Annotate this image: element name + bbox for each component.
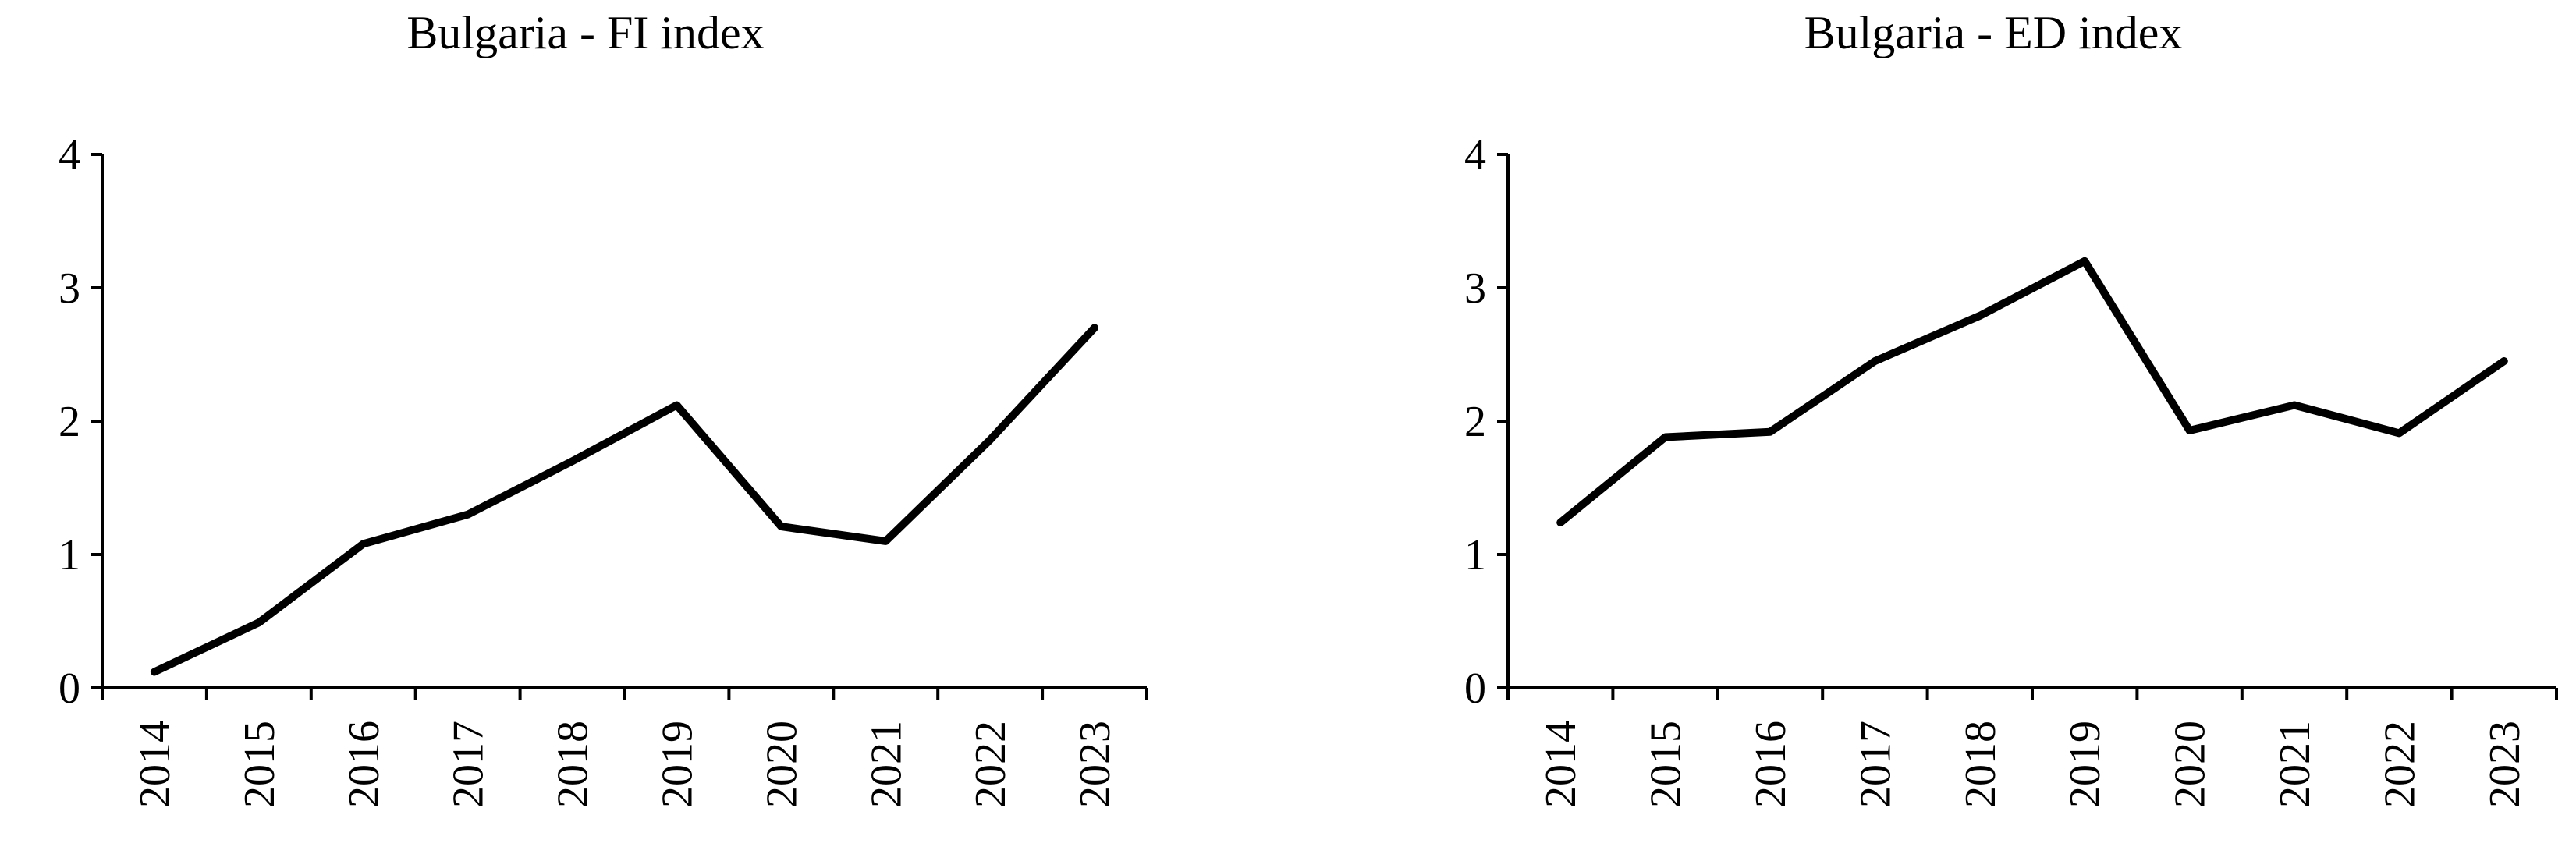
- x-tick-label: 2022: [967, 721, 1015, 808]
- x-tick-label: 2020: [2166, 721, 2215, 808]
- x-tick-label: 2021: [2271, 721, 2319, 808]
- y-tick-label: 0: [59, 664, 80, 713]
- x-tick-label: 2020: [758, 721, 806, 808]
- x-tick-label: 2016: [340, 721, 389, 808]
- chart-title: Bulgaria - FI index: [406, 7, 764, 58]
- x-tick-label: 2018: [549, 721, 598, 808]
- y-tick-label: 1: [59, 531, 80, 579]
- y-tick-label: 3: [1464, 264, 1486, 313]
- x-tick-label: 2023: [2481, 721, 2529, 808]
- x-tick-label: 2018: [1957, 721, 2005, 808]
- y-tick-label: 0: [1464, 664, 1486, 713]
- y-tick-label: 3: [59, 264, 80, 313]
- x-tick-label: 2016: [1747, 721, 1795, 808]
- y-tick-label: 2: [59, 398, 80, 446]
- line-series: [1556, 257, 2508, 526]
- x-tick-label: 2014: [1537, 721, 1585, 808]
- chart-title: Bulgaria - ED index: [1804, 7, 2183, 58]
- y-tick-label: 2: [1464, 398, 1486, 446]
- x-tick-label: 2023: [1071, 721, 1119, 808]
- y-tick-label: 4: [59, 131, 80, 179]
- x-tick-label: 2021: [862, 721, 910, 808]
- x-tick-label: 2017: [445, 721, 493, 808]
- y-tick-label: 1: [1464, 531, 1486, 579]
- line-series: [150, 324, 1098, 676]
- x-tick-label: 2015: [1642, 721, 1691, 808]
- x-tick-label: 2019: [2061, 721, 2109, 808]
- x-tick-label: 2014: [131, 721, 179, 808]
- x-tick-label: 2019: [653, 721, 701, 808]
- x-tick-label: 2022: [2376, 721, 2424, 808]
- x-tick-label: 2017: [1851, 721, 1900, 808]
- y-tick-label: 4: [1464, 131, 1486, 179]
- x-tick-label: 2015: [236, 721, 284, 808]
